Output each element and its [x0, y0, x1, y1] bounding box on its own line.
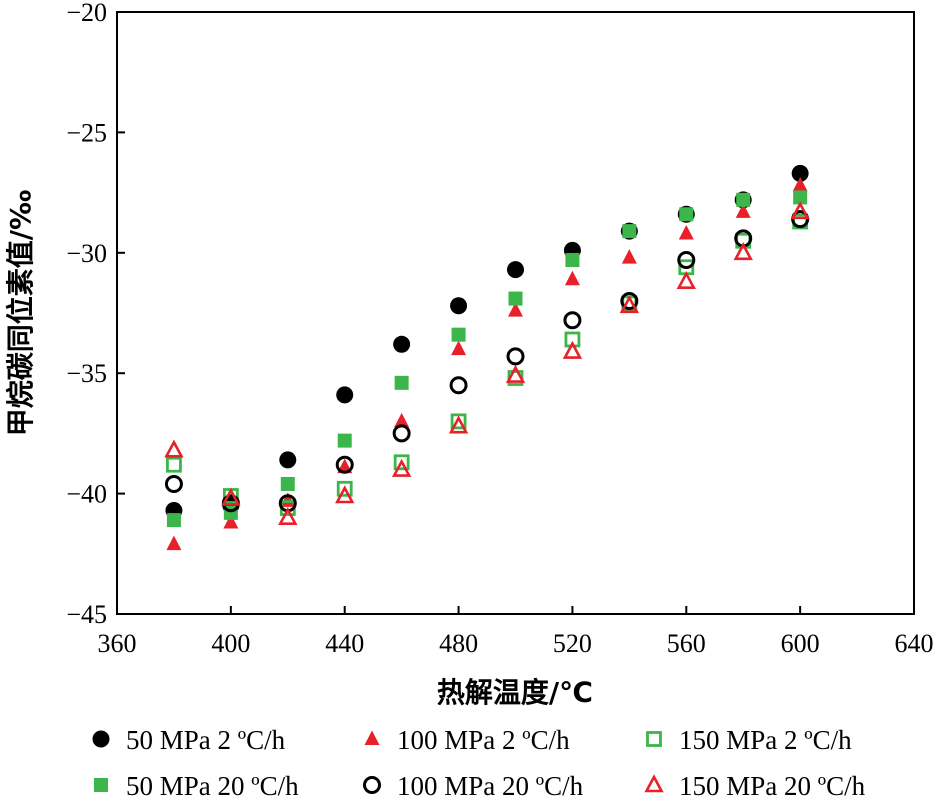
data-point: [448, 415, 469, 434]
legend-label: 100 MPa 20 ºC/h: [397, 771, 584, 801]
legend-marker: [363, 776, 381, 794]
data-point: [565, 253, 580, 268]
data-point: [449, 376, 468, 395]
legend-item: 50 MPa 20 ºC/h: [94, 771, 299, 801]
data-point: [506, 347, 525, 366]
series-group: [164, 201, 810, 525]
x-tick-label: 400: [211, 629, 250, 658]
legend-item: 100 MPa 2 ºC/h: [364, 725, 570, 755]
series-group: [166, 213, 809, 516]
x-tick-label: 520: [553, 629, 592, 658]
data-point: [451, 327, 466, 342]
x-axis-title: 热解温度/℃: [437, 676, 593, 709]
data-point: [335, 455, 354, 474]
data-point: [337, 433, 352, 448]
legend-item: 150 MPa 20 ºC/h: [644, 771, 866, 801]
data-point: [620, 291, 639, 310]
data-point: [562, 340, 583, 359]
y-tick-label: −45: [66, 600, 107, 629]
data-point: [336, 386, 354, 404]
data-points: [164, 164, 810, 551]
data-point: [223, 513, 239, 529]
data-point: [164, 474, 183, 493]
y-tick-label: −35: [66, 359, 107, 388]
y-tick-label: −30: [66, 239, 107, 268]
legend-marker: [644, 774, 664, 793]
legend-label: 150 MPa 2 ºC/h: [679, 725, 852, 755]
data-point: [335, 485, 355, 504]
data-point: [166, 535, 182, 551]
series-group: [164, 210, 810, 513]
y-tick-label: −40: [66, 480, 107, 509]
x-tick-label: 560: [667, 629, 706, 658]
legend-label: 50 MPa 20 ºC/h: [126, 771, 299, 801]
data-point: [679, 207, 694, 222]
data-point: [508, 302, 523, 317]
data-point: [619, 295, 640, 314]
data-point: [393, 454, 410, 471]
data-point: [164, 439, 184, 458]
legend-item: 150 MPa 2 ºC/h: [646, 725, 852, 755]
legend-label: 50 MPa 2 ºC/h: [126, 725, 286, 755]
data-point: [563, 311, 582, 330]
data-point: [733, 242, 753, 261]
data-point: [735, 203, 751, 218]
y-tick-label: −25: [66, 118, 107, 147]
data-point: [793, 190, 808, 205]
data-point: [450, 413, 467, 430]
y-axis-title: 甲烷碳同位素值/‰: [4, 190, 37, 437]
y-tick-label: −20: [66, 0, 107, 27]
legend-item: 50 MPa 2 ºC/h: [92, 725, 286, 755]
plot-area-frame: [116, 11, 915, 615]
axis-ticks: 360 400 440 480 520 560 600 640 −20 −25 −30 −35 −40 −…: [66, 0, 933, 658]
data-point: [790, 201, 810, 220]
legend-label: 100 MPa 2 ºC/h: [397, 725, 570, 755]
legend-item: 100 MPa 20 ºC/h: [363, 771, 584, 801]
legend: 50 MPa 2 ºC/h 100 MPa 2 ºC/h 150 MPa 2 ºC/…: [92, 725, 866, 801]
series-group: [165, 164, 809, 519]
data-point: [736, 192, 751, 207]
legend-marker: [646, 731, 662, 747]
data-point: [221, 487, 241, 506]
x-tick-label: 440: [325, 629, 364, 658]
data-point: [451, 340, 467, 356]
data-point: [450, 297, 468, 315]
data-point: [676, 270, 696, 289]
data-point: [394, 375, 409, 390]
x-tick-label: 360: [98, 629, 137, 658]
data-point: [507, 261, 524, 279]
x-tick-label: 600: [781, 629, 820, 658]
data-point: [394, 412, 410, 428]
data-point: [621, 249, 637, 264]
legend-marker: [364, 730, 380, 745]
data-point: [166, 456, 182, 473]
x-tick-label: 640: [895, 629, 934, 658]
data-point: [678, 225, 694, 240]
series-group: [166, 176, 808, 551]
data-point: [791, 164, 809, 182]
data-point: [166, 513, 181, 528]
data-point: [622, 224, 637, 239]
data-point: [279, 451, 297, 469]
data-point: [677, 251, 696, 270]
legend-marker: [94, 778, 108, 792]
legend-label: 150 MPa 20 ºC/h: [679, 771, 866, 801]
data-point: [280, 476, 295, 491]
data-point: [564, 270, 580, 286]
data-point: [792, 176, 808, 192]
data-point: [278, 506, 298, 525]
data-point: [280, 492, 296, 507]
series-group: [166, 190, 808, 528]
data-point: [391, 458, 412, 477]
data-point: [336, 480, 353, 497]
x-tick-label: 480: [439, 629, 478, 658]
data-point: [392, 424, 411, 443]
legend-marker: [92, 730, 110, 748]
data-point: [505, 364, 526, 383]
data-point: [508, 291, 523, 306]
data-point: [393, 335, 411, 353]
